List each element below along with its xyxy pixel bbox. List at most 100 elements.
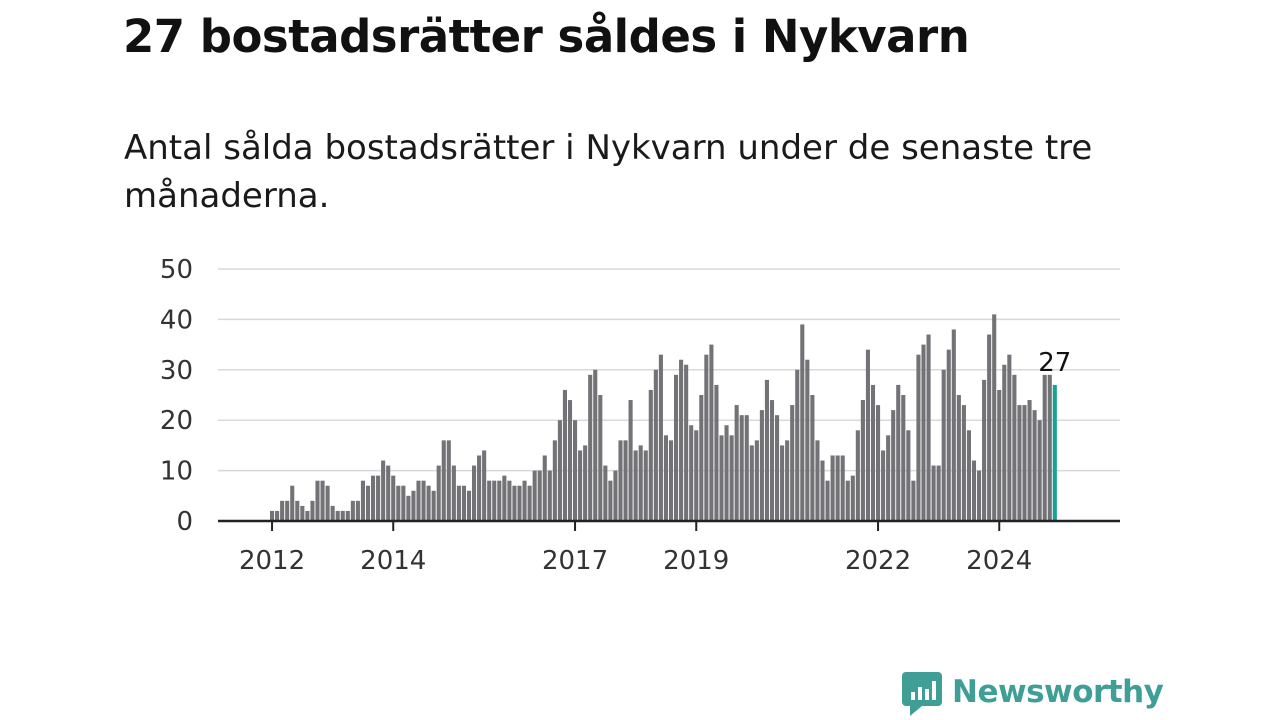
bar: [431, 490, 436, 521]
bar: [482, 450, 487, 521]
bar: [497, 480, 502, 521]
bars: [270, 314, 1057, 521]
bar: [719, 435, 724, 521]
bar: [840, 455, 845, 521]
bar: [759, 410, 764, 521]
bar: [835, 455, 840, 521]
newsworthy-logo: Newsworthy: [902, 668, 1164, 716]
bar: [971, 460, 977, 521]
bar: [613, 470, 618, 521]
bar: [896, 384, 901, 521]
bar: [820, 460, 825, 521]
bar: [830, 455, 835, 521]
bar: [956, 395, 961, 521]
chart-title: 27 bostadsrätter såldes i Nykvarn: [123, 10, 970, 63]
bar: [992, 314, 997, 521]
bar: [527, 485, 532, 521]
y-tick-label: 10: [160, 457, 193, 487]
bar: [573, 420, 578, 521]
bar: [876, 405, 881, 521]
bar: [815, 440, 820, 521]
bar: [800, 324, 805, 521]
bar: [966, 430, 971, 521]
bar: [916, 354, 921, 521]
bar: [365, 485, 371, 521]
x-tick-label: 2019: [663, 546, 729, 576]
bar: [633, 450, 638, 521]
bar: [911, 480, 916, 521]
bar: [522, 480, 527, 521]
bar: [709, 344, 714, 521]
bar: [320, 480, 325, 521]
bar: [290, 485, 295, 521]
bar: [638, 445, 643, 521]
bar: [886, 435, 891, 521]
bar: [275, 510, 280, 521]
bar: [446, 440, 451, 521]
latest-value-label: 27: [1038, 348, 1071, 378]
bar: [674, 374, 679, 521]
y-tick-label: 50: [160, 255, 193, 285]
bar: [668, 440, 674, 521]
bar: [643, 450, 648, 521]
bar: [936, 465, 941, 521]
bar: [310, 500, 315, 521]
bar: [628, 400, 633, 521]
bar: [507, 480, 512, 521]
bar: [785, 440, 790, 521]
y-tick-label: 20: [160, 406, 193, 436]
bar: [825, 480, 830, 521]
bar: [653, 369, 658, 521]
bar: [754, 440, 759, 521]
bar: [270, 510, 275, 521]
bar: [280, 500, 285, 521]
bar: [729, 435, 734, 521]
bar: [391, 475, 396, 521]
bar: [764, 379, 769, 521]
bar: [881, 450, 886, 521]
bar: [325, 485, 330, 521]
bar: [441, 440, 446, 521]
y-tick-label: 0: [176, 507, 193, 537]
bar: [795, 369, 800, 521]
x-tick-label: 2012: [239, 546, 305, 576]
bar: [451, 465, 456, 521]
bar: [749, 445, 754, 521]
bar: [1022, 405, 1027, 521]
bar: [1047, 374, 1052, 521]
bar: [472, 465, 477, 521]
bar: [648, 389, 653, 521]
bar: [401, 485, 406, 521]
bar: [355, 500, 360, 521]
bar: [865, 349, 870, 521]
bar: [870, 384, 876, 521]
bar: [598, 395, 603, 521]
bar: [663, 435, 668, 521]
bar: [502, 475, 507, 521]
bar: [537, 470, 542, 521]
bar: [855, 430, 860, 521]
bar: [845, 480, 850, 521]
bar: [679, 359, 684, 521]
bar: [583, 445, 588, 521]
bar: [421, 480, 426, 521]
bar: [557, 420, 562, 521]
bar: [769, 400, 775, 521]
brand-name: Newsworthy: [952, 674, 1164, 710]
bar: [1032, 410, 1037, 521]
bar: [466, 490, 472, 521]
chart-subtitle: Antal sålda bostadsrätter i Nykvarn unde…: [124, 128, 1093, 216]
bar: [517, 485, 522, 521]
y-tick-label: 40: [160, 305, 193, 335]
bar: [775, 415, 780, 521]
bar: [487, 480, 492, 521]
bar: [1037, 420, 1042, 521]
bar: [961, 405, 966, 521]
bar: [982, 379, 987, 521]
bar: [608, 480, 613, 521]
bar: [552, 440, 557, 521]
bar: [456, 485, 461, 521]
bar: [588, 374, 593, 521]
bar: [850, 475, 855, 521]
